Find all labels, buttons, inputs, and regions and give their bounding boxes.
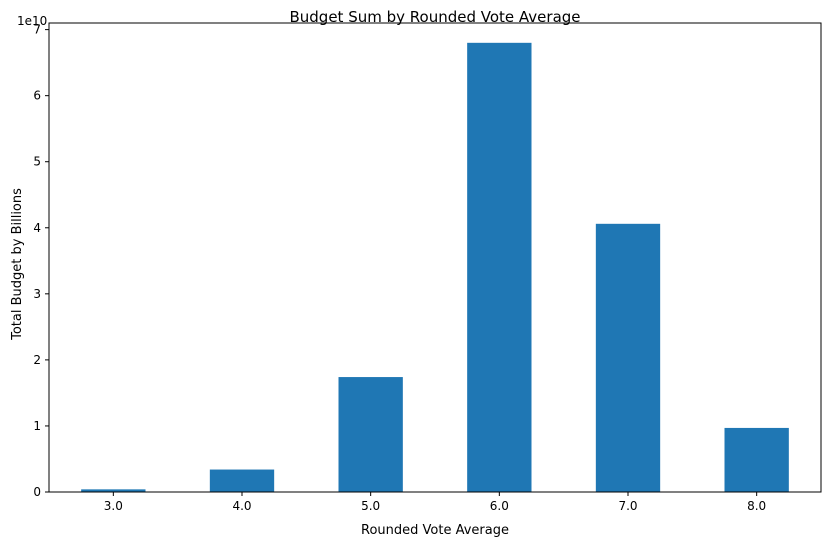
x-tick-label: 3.0 <box>104 499 123 513</box>
plot-area: 0 1 2 3 4 5 6 7 3.0 4.0 5.0 6.0 7.0 8.0 <box>33 22 822 513</box>
bar <box>595 223 661 492</box>
y-tick-label: 6 <box>33 89 41 103</box>
y-tick-label: 3 <box>33 287 41 301</box>
y-tick-label: 0 <box>33 485 41 499</box>
x-tick-label: 6.0 <box>490 499 509 513</box>
y-axis-ticks: 0 1 2 3 4 5 6 7 <box>33 23 49 499</box>
y-tick-label: 5 <box>33 155 41 169</box>
bars-group <box>81 42 789 493</box>
y-tick-label: 7 <box>33 23 41 37</box>
x-tick-label: 8.0 <box>747 499 766 513</box>
x-tick-label: 5.0 <box>361 499 380 513</box>
y-tick-label: 1 <box>33 419 41 433</box>
x-tick-label: 7.0 <box>618 499 637 513</box>
x-axis-label: Rounded Vote Average <box>361 523 509 538</box>
bar <box>338 377 403 492</box>
bar <box>724 427 789 492</box>
bar <box>81 489 146 492</box>
y-tick-label: 4 <box>33 221 41 235</box>
plot-frame <box>48 22 822 493</box>
bar <box>467 42 532 493</box>
x-axis-ticks: 3.0 4.0 5.0 6.0 7.0 8.0 <box>104 492 766 513</box>
bar <box>209 469 275 492</box>
y-axis-label: Total Budget by Billions <box>10 188 25 341</box>
y-axis-offset-label: 1e10 <box>17 14 47 28</box>
chart-title: Budget Sum by Rounded Vote Average <box>289 8 580 26</box>
x-tick-label: 4.0 <box>232 499 251 513</box>
y-tick-label: 2 <box>33 353 41 367</box>
